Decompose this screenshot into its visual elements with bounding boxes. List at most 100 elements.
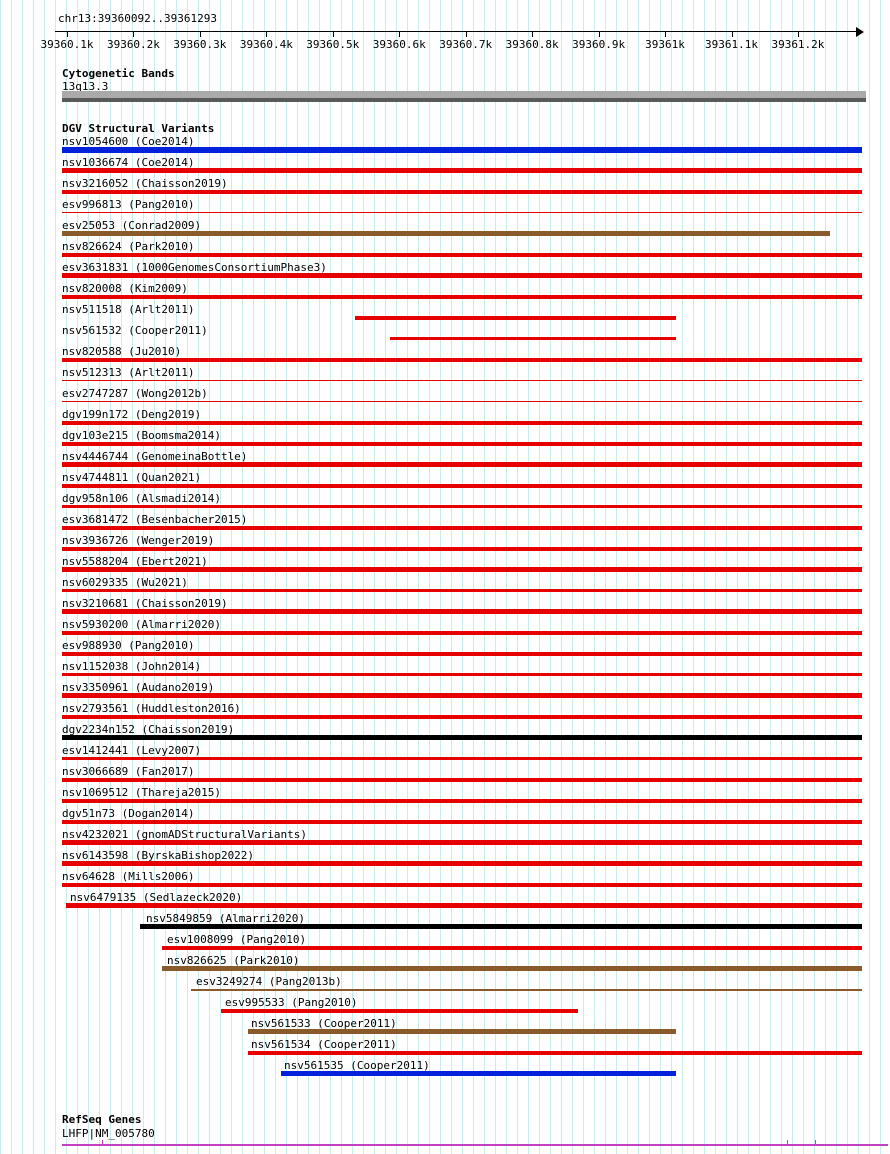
- variant-bar[interactable]: [62, 168, 862, 173]
- gene-model-line[interactable]: [62, 1140, 888, 1146]
- variant-bar[interactable]: [62, 358, 862, 362]
- variant-bar[interactable]: [62, 442, 862, 446]
- variant-label[interactable]: nsv4232021 (gnomADStructuralVariants): [62, 828, 308, 841]
- variant-label[interactable]: nsv561535 (Cooper2011): [284, 1059, 430, 1072]
- variant-label[interactable]: nsv561532 (Cooper2011): [62, 324, 208, 337]
- variant-bar[interactable]: [62, 567, 862, 572]
- dgv-section-title: DGV Structural Variants: [62, 122, 215, 135]
- variant-label[interactable]: nsv6029335 (Wu2021): [62, 576, 188, 589]
- variant-bar[interactable]: [62, 273, 862, 278]
- variant-label[interactable]: nsv2793561 (Huddleston2016): [62, 702, 241, 715]
- variant-label[interactable]: nsv1069512 (Thareja2015): [62, 786, 221, 799]
- variant-label[interactable]: nsv1152038 (John2014): [62, 660, 202, 673]
- variant-bar[interactable]: [62, 735, 862, 740]
- variant-label[interactable]: esv1008099 (Pang2010): [167, 933, 307, 946]
- variant-bar[interactable]: [62, 820, 862, 824]
- variant-bar[interactable]: [281, 1071, 677, 1076]
- variant-label[interactable]: dgv51n73 (Dogan2014): [62, 807, 195, 820]
- variant-label[interactable]: nsv512313 (Arlt2011): [62, 366, 195, 379]
- variant-label[interactable]: esv996813 (Pang2010): [62, 198, 195, 211]
- variant-label[interactable]: nsv1054600 (Coe2014): [62, 135, 195, 148]
- variant-label[interactable]: nsv1036674 (Coe2014): [62, 156, 195, 169]
- variant-label[interactable]: esv3249274 (Pang2013b): [196, 975, 342, 988]
- variant-label[interactable]: nsv3216052 (Chaisson2019): [62, 177, 228, 190]
- ruler-tick: [67, 32, 68, 37]
- variant-bar[interactable]: [354, 316, 677, 320]
- variant-label[interactable]: dgv958n106 (Alsmadi2014): [62, 492, 221, 505]
- variant-bar[interactable]: [390, 337, 677, 340]
- variant-label[interactable]: nsv511518 (Arlt2011): [62, 303, 195, 316]
- variant-label[interactable]: esv2747287 (Wong2012b): [62, 387, 208, 400]
- variant-bar[interactable]: [62, 883, 862, 887]
- variant-row: nsv3210681 (Chaisson2019): [0, 596, 890, 617]
- variant-label[interactable]: nsv561534 (Cooper2011): [251, 1038, 397, 1051]
- variant-label[interactable]: nsv826625 (Park2010): [167, 954, 300, 967]
- ruler-tick: [332, 32, 334, 37]
- variant-label[interactable]: nsv5588204 (Ebert2021): [62, 555, 208, 568]
- variant-bar[interactable]: [62, 253, 862, 257]
- variant-row: nsv1054600 (Coe2014): [0, 134, 890, 155]
- variant-label[interactable]: nsv4744811 (Quan2021): [62, 471, 202, 484]
- variant-bar[interactable]: [62, 421, 862, 425]
- variant-bar[interactable]: [62, 799, 862, 803]
- variant-bar[interactable]: [248, 1051, 862, 1055]
- variant-label[interactable]: nsv3066689 (Fan2017): [62, 765, 195, 778]
- variant-label[interactable]: nsv6479135 (Sedlazeck2020): [70, 891, 243, 904]
- gene-label[interactable]: LHFP|NM_005780: [62, 1127, 155, 1140]
- variant-bar[interactable]: [62, 715, 862, 719]
- variant-bar[interactable]: [62, 526, 862, 530]
- variant-bar[interactable]: [62, 757, 862, 760]
- variant-label[interactable]: nsv64628 (Mills2006): [62, 870, 195, 883]
- variant-bar[interactable]: [62, 190, 862, 194]
- variant-bar[interactable]: [62, 462, 862, 467]
- variant-label[interactable]: nsv3350961 (Audano2019): [62, 681, 215, 694]
- variant-bar[interactable]: [62, 609, 862, 614]
- variant-bar[interactable]: [62, 547, 862, 551]
- variant-bar[interactable]: [62, 484, 862, 488]
- variant-bar[interactable]: [62, 693, 862, 698]
- variant-bar[interactable]: [248, 1029, 677, 1034]
- variant-label[interactable]: nsv3210681 (Chaisson2019): [62, 597, 228, 610]
- variant-label[interactable]: nsv4446744 (GenomeinaBottle): [62, 450, 248, 463]
- variant-bar[interactable]: [62, 673, 862, 676]
- variant-bar[interactable]: [62, 778, 862, 782]
- variant-label[interactable]: nsv3936726 (Wenger2019): [62, 534, 215, 547]
- variant-bar[interactable]: [62, 861, 862, 866]
- variant-bar[interactable]: [66, 903, 862, 908]
- variant-bar[interactable]: [162, 966, 862, 971]
- variant-bar[interactable]: [62, 840, 862, 845]
- variant-bar[interactable]: [62, 380, 862, 381]
- variant-bar[interactable]: [62, 631, 862, 635]
- ruler-tick-label: 39360.6k: [372, 38, 426, 51]
- variant-label[interactable]: dgv2234n152 (Chaisson2019): [62, 723, 235, 736]
- variant-bar[interactable]: [140, 924, 862, 929]
- ruler-tick: [665, 32, 667, 37]
- variant-bar[interactable]: [62, 589, 862, 592]
- variant-label[interactable]: nsv820588 (Ju2010): [62, 345, 182, 358]
- variant-row: dgv958n106 (Alsmadi2014): [0, 491, 890, 512]
- variant-bar[interactable]: [62, 295, 862, 299]
- variant-bar[interactable]: [190, 989, 862, 991]
- variant-label[interactable]: nsv5849859 (Almarri2020): [146, 912, 305, 925]
- variant-label[interactable]: dgv199n172 (Deng2019): [62, 408, 202, 421]
- variant-label[interactable]: esv1412441 (Levy2007): [62, 744, 202, 757]
- variant-label[interactable]: nsv561533 (Cooper2011): [251, 1017, 397, 1030]
- variant-label[interactable]: nsv826624 (Park2010): [62, 240, 195, 253]
- variant-label[interactable]: nsv6143598 (ByrskaBishop2022): [62, 849, 255, 862]
- variant-bar[interactable]: [62, 401, 862, 402]
- variant-bar[interactable]: [221, 1009, 578, 1013]
- variant-label[interactable]: esv3681472 (Besenbacher2015): [62, 513, 248, 526]
- variant-label[interactable]: esv25053 (Conrad2009): [62, 219, 202, 232]
- variant-bar[interactable]: [162, 946, 862, 950]
- variant-label[interactable]: esv995533 (Pang2010): [225, 996, 358, 1009]
- variant-label[interactable]: esv3631831 (1000GenomesConsortiumPhase3): [62, 261, 327, 274]
- variant-label[interactable]: nsv820008 (Kim2009): [62, 282, 188, 295]
- variant-bar[interactable]: [62, 147, 862, 153]
- variant-bar[interactable]: [62, 212, 862, 213]
- variant-bar[interactable]: [62, 505, 862, 508]
- variant-label[interactable]: nsv5930200 (Almarri2020): [62, 618, 221, 631]
- variant-bar[interactable]: [62, 231, 830, 236]
- variant-bar[interactable]: [62, 652, 862, 656]
- variant-label[interactable]: dgv103e215 (Boomsma2014): [62, 429, 221, 442]
- variant-label[interactable]: esv988930 (Pang2010): [62, 639, 195, 652]
